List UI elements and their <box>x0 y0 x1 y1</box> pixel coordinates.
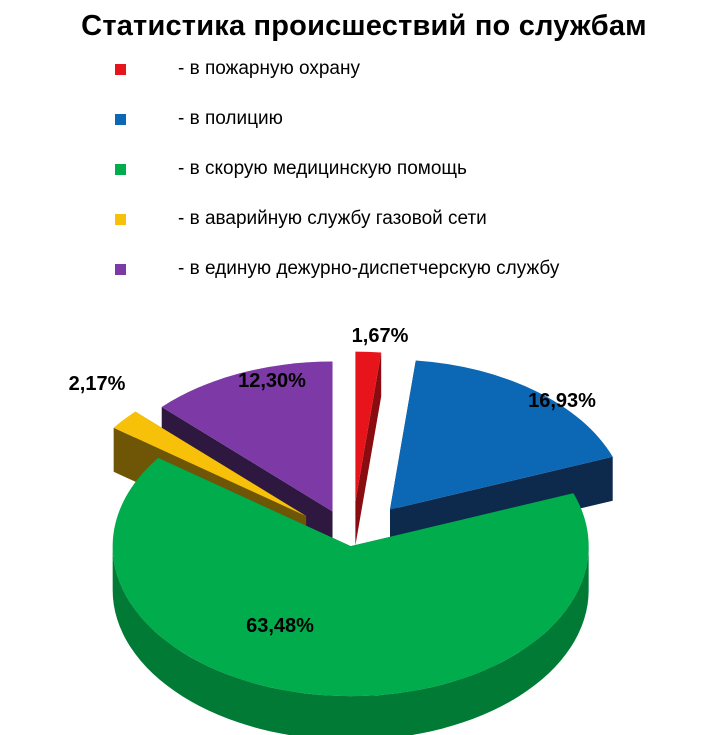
legend-label-police: - в полицию <box>178 108 283 129</box>
legend-swatch-dispatch <box>115 264 126 275</box>
pie-slice-ambulance-rim <box>112 546 589 735</box>
legend-swatch-ambulance <box>115 164 126 175</box>
legend-label-ambulance: - в скорую медицинскую помощь <box>178 158 467 179</box>
chart-title: Статистика происшествий по службам <box>81 10 647 42</box>
data-label-ambulance: 63,48% <box>246 615 314 637</box>
pie-slice-fire <box>355 351 382 546</box>
pie-slice-ambulance <box>112 457 589 735</box>
pie-slice-police-top <box>389 360 613 510</box>
legend-swatch-fire <box>115 64 126 75</box>
data-label-police: 16,93% <box>528 390 596 412</box>
pie-slice-fire-wall-end <box>355 352 382 546</box>
pie-slice-ambulance-top <box>112 457 589 697</box>
pie-slice-dispatch-top <box>161 361 333 512</box>
data-label-dispatch: 12,30% <box>238 370 306 392</box>
pie-slice-fire-top <box>355 351 382 502</box>
legend-swatch-police <box>115 114 126 125</box>
legend-label-fire: - в пожарную охрану <box>178 58 360 79</box>
data-label-fire: 1,67% <box>352 325 409 347</box>
legend-swatch-gas <box>115 214 126 225</box>
pie-slice-gas-top <box>113 411 307 517</box>
data-label-gas: 2,17% <box>69 373 126 395</box>
legend-label-dispatch: - в единую дежурно-диспетчерскую службу <box>178 258 560 279</box>
legend-label-gas: - в аварийную службу газовой сети <box>178 208 487 229</box>
